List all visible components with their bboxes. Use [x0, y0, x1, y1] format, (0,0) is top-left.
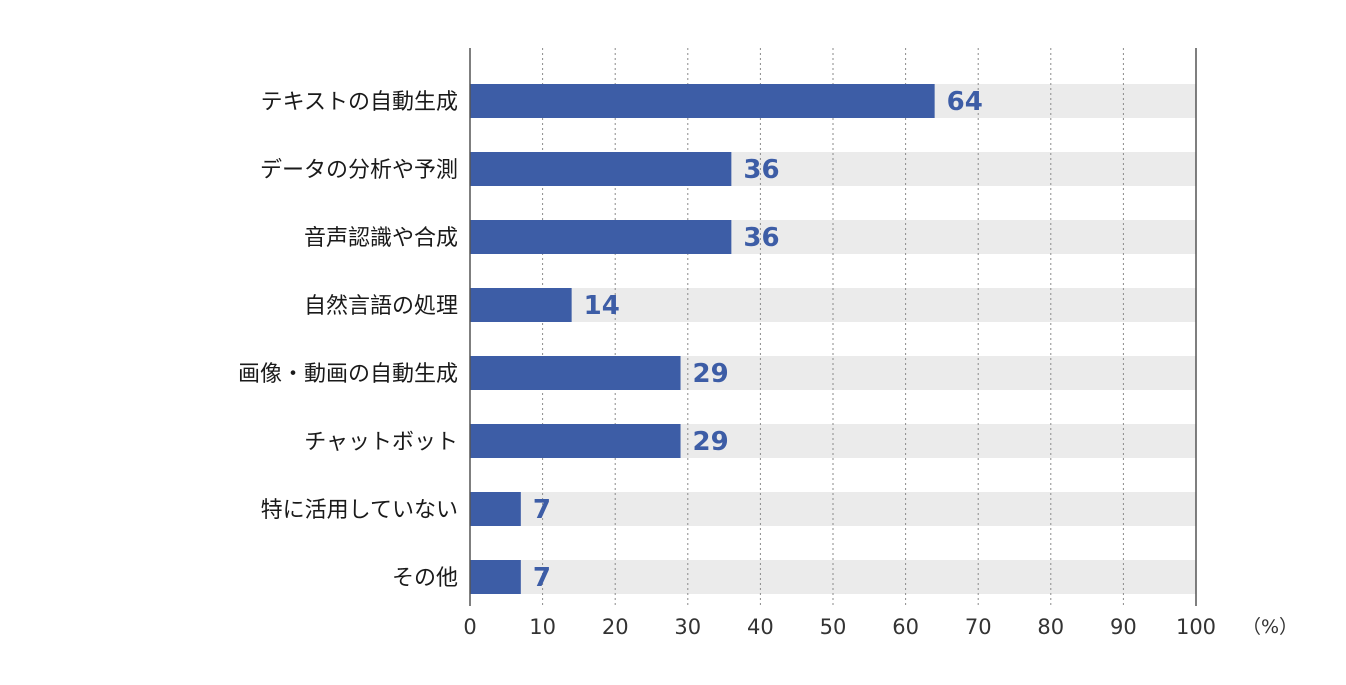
- category-label: データの分析や予測: [260, 158, 458, 183]
- category-label: その他: [392, 566, 458, 591]
- unit-label: （%）: [1242, 616, 1298, 638]
- value-label: 7: [533, 563, 551, 593]
- bar: [470, 220, 732, 254]
- x-tick-label: 50: [820, 615, 847, 639]
- axes: [469, 48, 1197, 606]
- category-labels: テキストの自動生成データの分析や予測音声認識や合成自然言語の処理画像・動画の自動…: [238, 90, 458, 591]
- x-tick-label: 20: [602, 615, 629, 639]
- category-label: テキストの自動生成: [261, 90, 458, 115]
- bar: [470, 560, 521, 594]
- value-labels: 64 36 36 14 29 29 7 7: [533, 87, 983, 593]
- category-label: 特に活用していない: [261, 498, 458, 523]
- bar: [470, 356, 681, 390]
- value-label: 14: [584, 291, 620, 321]
- bar: [470, 152, 732, 186]
- category-label: チャットボット: [304, 430, 458, 455]
- x-tick-label: 60: [892, 615, 919, 639]
- value-label: 29: [693, 359, 729, 389]
- x-tick-label: 80: [1037, 615, 1064, 639]
- value-label: 29: [693, 427, 729, 457]
- x-tick-label: 70: [965, 615, 992, 639]
- bars: [470, 84, 935, 594]
- category-label: 自然言語の処理: [304, 294, 458, 319]
- x-tick-label: 0: [463, 615, 476, 639]
- value-label: 36: [743, 155, 779, 185]
- value-label: 36: [743, 223, 779, 253]
- value-label: 64: [947, 87, 983, 117]
- x-tick-label: 100: [1176, 615, 1216, 639]
- bar: [470, 424, 681, 458]
- x-tick-label: 40: [747, 615, 774, 639]
- grid-lines: [542, 48, 1124, 606]
- x-tick-label: 90: [1110, 615, 1137, 639]
- x-tick-label: 30: [674, 615, 701, 639]
- bar: [470, 84, 935, 118]
- bar: [470, 288, 572, 322]
- bar: [470, 492, 521, 526]
- category-label: 画像・動画の自動生成: [238, 362, 458, 387]
- x-tick-labels: 0 10 20 30 40 50 60 70 80 90 100: [463, 615, 1216, 639]
- value-label: 7: [533, 495, 551, 525]
- x-tick-label: 10: [529, 615, 556, 639]
- category-label: 音声認識や合成: [304, 226, 458, 251]
